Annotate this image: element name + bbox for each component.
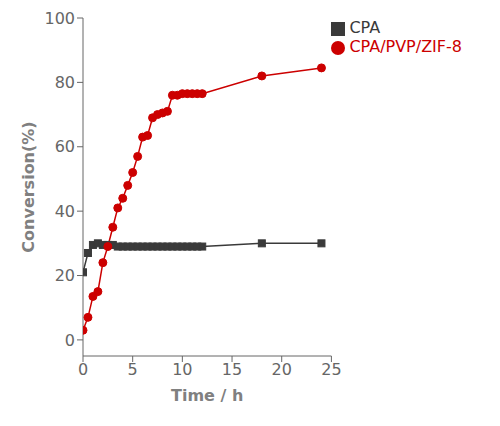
svg-text:25: 25	[321, 360, 341, 379]
svg-text:60: 60	[55, 137, 75, 156]
svg-text:40: 40	[55, 202, 75, 221]
svg-text:15: 15	[222, 360, 242, 379]
svg-text:80: 80	[55, 73, 75, 92]
svg-text:20: 20	[272, 360, 292, 379]
svg-text:0: 0	[65, 331, 75, 350]
html-text:CPA/PVP/ZIF-8: CPA/PVP/ZIF-8	[349, 37, 462, 56]
svg-text:Conversion(%): Conversion(%)	[19, 121, 38, 252]
svg-text:20: 20	[55, 266, 75, 285]
svg-text:100: 100	[44, 9, 75, 28]
html-text:CPA: CPA	[349, 18, 381, 37]
svg-text:0: 0	[78, 360, 88, 379]
svg-text:Time / h: Time / h	[171, 386, 243, 405]
svg-text:10: 10	[172, 360, 192, 379]
svg-text:5: 5	[128, 360, 138, 379]
